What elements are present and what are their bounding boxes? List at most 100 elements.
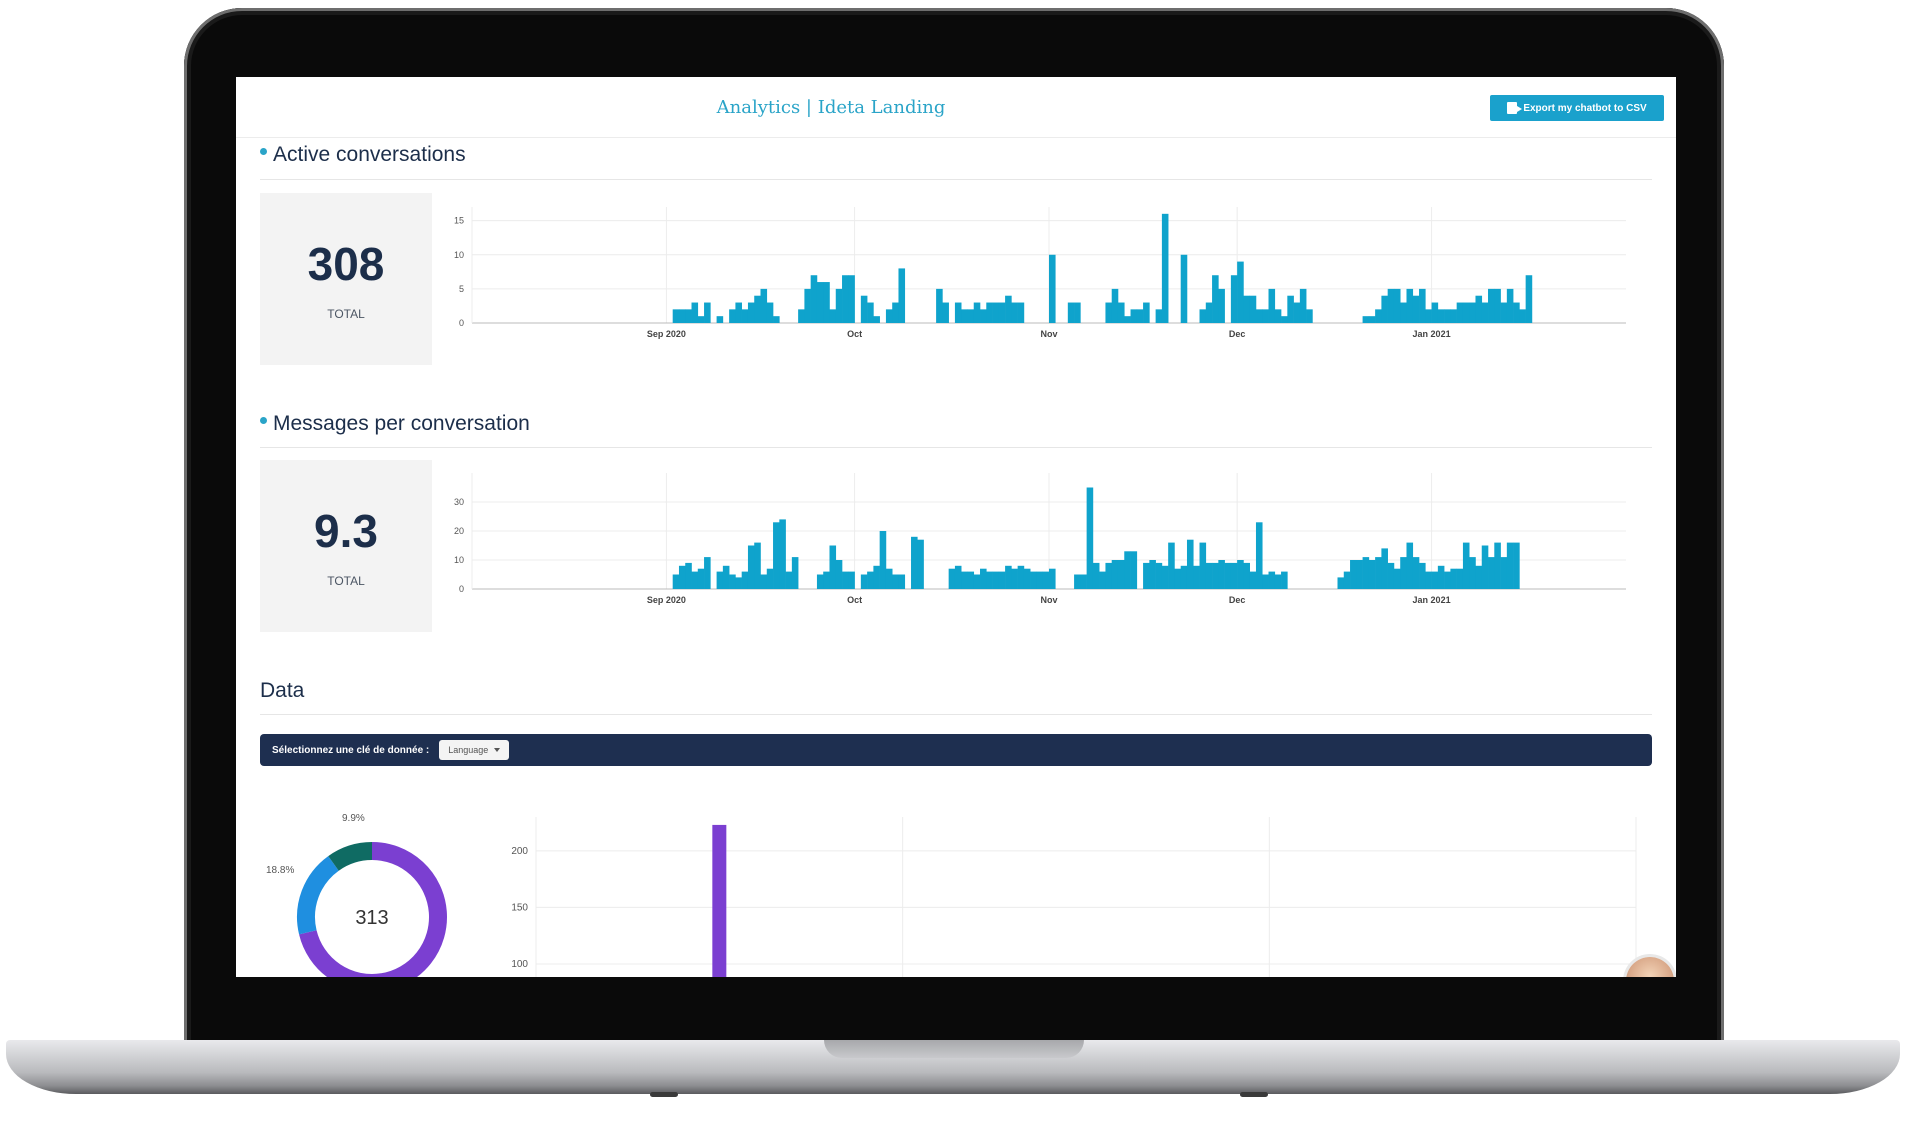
chart-bar (1117, 560, 1125, 589)
chart-bar (747, 545, 755, 589)
active-conversations-chart: 0 5 10 15 Sep 2020 Oct Nov Dec Jan 2021 (454, 207, 1626, 339)
chart-bar (1488, 288, 1495, 323)
chart-bar (1375, 557, 1382, 589)
chart-bar (1193, 565, 1200, 589)
laptop-hinge-notch (824, 1040, 1084, 1058)
chart-bar (1005, 295, 1012, 323)
chart-bar (1281, 316, 1288, 323)
x-tick-label: Oct (847, 329, 862, 339)
chart-bar (1111, 288, 1119, 323)
chart-bar (973, 302, 981, 323)
chart-bar (672, 574, 680, 589)
chart-bar (716, 316, 724, 323)
language-donut-chart: 71.2%18.8%9.9%313 (266, 813, 447, 977)
y-tick-label: 100 (511, 959, 528, 970)
y-tick-label: 200 (511, 846, 528, 857)
chart-bar (1469, 302, 1476, 323)
chart-bar (704, 557, 711, 589)
chart-bar (1431, 302, 1439, 323)
chart-bar (691, 571, 699, 589)
chart-bar (1249, 571, 1257, 589)
page-title: Analytics | Ideta Landing (716, 97, 946, 118)
info-icon[interactable] (260, 416, 267, 424)
section-title-text: Messages per conversation (273, 412, 530, 435)
chart-bar (1393, 288, 1401, 323)
chart-bar (998, 302, 1006, 323)
x-tick-label: Nov (1040, 595, 1057, 605)
export-csv-button[interactable]: Export my chatbot to CSV (1490, 95, 1664, 121)
chart-bar (1368, 560, 1376, 589)
chart-bar (954, 302, 962, 323)
laptop-foot (1240, 1092, 1268, 1097)
chart-bar (1030, 571, 1037, 589)
chart-bar (1155, 562, 1163, 589)
chart-bar (1255, 309, 1263, 323)
data-key-select[interactable]: Language (439, 740, 510, 760)
chart-bar (1462, 542, 1470, 589)
chart-bar (1475, 295, 1483, 323)
chart-bar (867, 571, 874, 589)
chart-bar (1481, 545, 1489, 589)
info-icon[interactable] (260, 147, 267, 155)
chart-bar (1268, 571, 1276, 589)
chat-widget-avatar[interactable] (1626, 957, 1674, 977)
chart-bar (760, 288, 768, 323)
chart-bar (879, 531, 887, 589)
chart-bar (1124, 316, 1131, 323)
chart-bar (791, 557, 799, 589)
chart-bar (980, 309, 987, 323)
chart-bar (917, 539, 924, 589)
chart-bar (1143, 302, 1150, 323)
export-csv-label: Export my chatbot to CSV (1523, 102, 1647, 114)
chart-bar (1356, 560, 1363, 589)
chart-bar (1080, 574, 1087, 589)
chart-bar (1506, 288, 1514, 323)
total-value: 308 (307, 238, 385, 290)
chart-bar (1494, 288, 1501, 323)
chart-bar (1506, 542, 1514, 589)
total-label: TOTAL (327, 307, 365, 321)
chart-bar (823, 282, 830, 323)
chart-bar (779, 519, 786, 589)
chart-bar (885, 568, 893, 589)
chart-bar (1437, 565, 1445, 589)
chart-bar (1368, 316, 1376, 323)
chart-bar (741, 309, 749, 323)
app-header: Analytics | Ideta Landing Export my chat… (236, 77, 1676, 138)
chart-bar (1212, 275, 1219, 323)
chart-bar (1387, 562, 1395, 589)
chart-bar (848, 275, 855, 323)
chart-bar (1130, 551, 1138, 589)
donut-slice-label: 18.8% (266, 865, 294, 876)
chart-bar (873, 316, 880, 323)
chart-bar (1017, 565, 1025, 589)
chart-bar (992, 571, 1000, 589)
chart-bar (1400, 557, 1407, 589)
chart-bar (1105, 562, 1113, 589)
export-file-icon (1507, 102, 1523, 114)
chart-bar (1450, 568, 1457, 589)
chart-bar (1124, 551, 1131, 589)
chart-bar (1343, 571, 1351, 589)
chart-bar (1067, 302, 1075, 323)
chart-bar (1036, 571, 1044, 589)
chart-bar (1437, 309, 1445, 323)
chart-bar (986, 302, 993, 323)
chart-bar (1444, 571, 1451, 589)
chart-bar (1425, 309, 1432, 323)
chart-bar (1218, 288, 1225, 323)
chart-bar (773, 522, 780, 589)
y-tick-label: 0 (459, 584, 464, 594)
chart-bar (1212, 562, 1219, 589)
chart-bar (1161, 213, 1169, 323)
chart-bar (1199, 309, 1207, 323)
chart-bar (1099, 571, 1106, 589)
chart-bar (1456, 302, 1464, 323)
chart-bar (885, 309, 893, 323)
chart-bar (697, 568, 705, 589)
chart-bar (1500, 302, 1508, 323)
chart-bar (1111, 560, 1119, 589)
chart-bar (1237, 560, 1244, 589)
chart-bar (704, 302, 711, 323)
chart-bar (1074, 302, 1081, 323)
